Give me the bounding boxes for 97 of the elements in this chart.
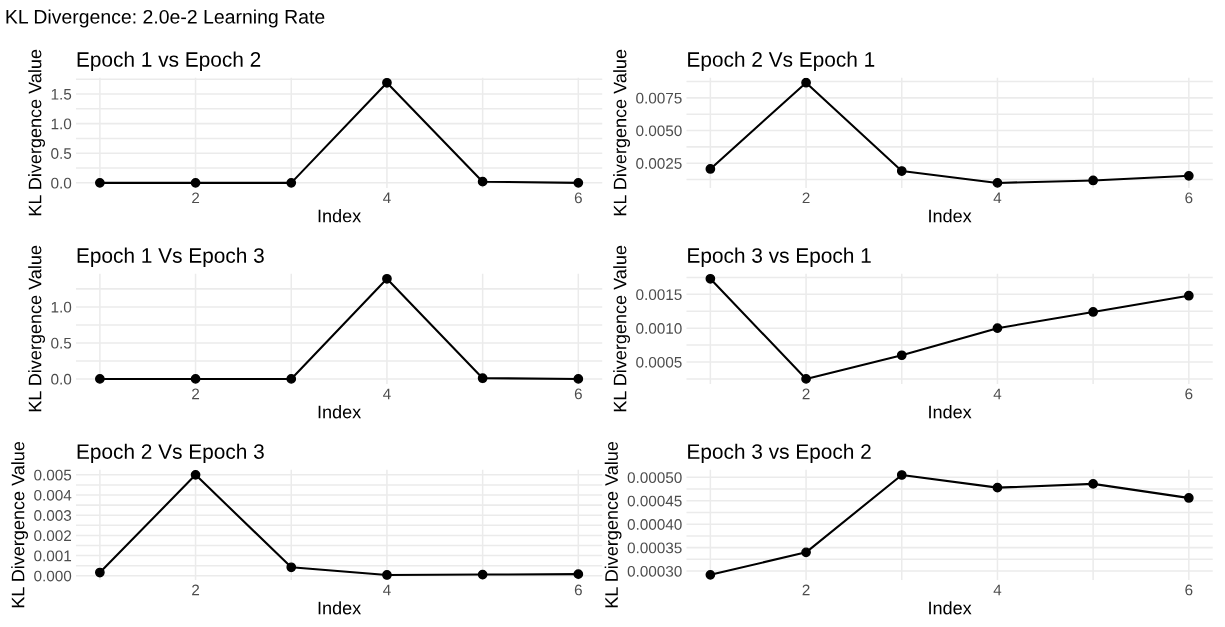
x-axis-title: Index: [929, 405, 972, 419]
text: KL Divergence: 2.0e-2 Learning Rate: [6, 9, 325, 28]
point: [992, 323, 1003, 334]
x-tick-label: 2: [192, 388, 200, 400]
point: [705, 569, 716, 580]
y-tick-label: 0.00040: [627, 519, 682, 530]
chart-title: Epoch 2 Vs Epoch 1: [688, 51, 875, 71]
y-tick-label: 0.005: [34, 469, 72, 481]
y-tick-label: 0.00045: [627, 495, 682, 507]
point: [573, 374, 584, 384]
point: [1088, 175, 1098, 186]
x-tick-label: 6: [574, 584, 582, 596]
y-tick-label: 0.0015: [636, 289, 682, 301]
chart-title: Epoch 2 Vs Epoch 3: [77, 443, 264, 464]
point: [190, 469, 201, 480]
point: [801, 374, 811, 384]
point: [95, 567, 105, 578]
point: [382, 77, 392, 88]
y-tick-label: 0.0: [51, 177, 72, 189]
x-axis-title: Index: [318, 601, 361, 615]
y-tick-label: 0.0050: [636, 125, 682, 137]
point: [95, 177, 105, 188]
x-tick-label: 4: [993, 192, 1002, 204]
y-tick-label: 0.00050: [627, 472, 682, 484]
point: [190, 374, 201, 384]
y-axis-title: KL Divergence Value: [613, 49, 631, 216]
x-tick-label: 4: [383, 584, 391, 596]
y-tick-label: 0.002: [34, 530, 72, 542]
y-tick-label: 0.004: [34, 489, 72, 501]
point: [286, 374, 297, 384]
y-tick-label: 0.003: [34, 510, 72, 521]
x-axis-title: Index: [318, 405, 361, 419]
point: [705, 164, 716, 174]
y-tick-label: 0.0: [51, 373, 72, 385]
y-tick-label: 0.0005: [636, 356, 682, 368]
point: [477, 373, 488, 384]
point: [190, 177, 201, 188]
chart-title: Epoch 1 Vs Epoch 3: [77, 247, 264, 267]
point: [1183, 290, 1194, 301]
x-tick-label: 2: [802, 584, 810, 596]
x-tick-label: 4: [383, 192, 391, 204]
x-tick-label: 6: [1185, 584, 1193, 596]
y-tick-label: 0.5: [51, 337, 72, 349]
y-tick-label: 1.0: [51, 301, 72, 313]
y-axis-title: KL Divergence Value: [28, 245, 45, 412]
point: [1088, 307, 1098, 317]
x-axis-title: Index: [929, 601, 972, 615]
y-tick-label: 0.0075: [636, 92, 682, 104]
point: [1183, 493, 1194, 503]
x-tick-label: 4: [993, 388, 1002, 400]
point: [477, 569, 488, 580]
chart-title: Epoch 3 vs Epoch 1: [688, 247, 871, 267]
x-tick-label: 6: [574, 388, 582, 400]
y-tick-label: 0.00030: [627, 565, 682, 577]
y-tick-label: 0.000: [34, 570, 72, 582]
y-axis-title: KL Divergence Value: [11, 441, 28, 608]
x-axis-title: Index: [929, 209, 972, 223]
point: [992, 482, 1003, 493]
y-axis-title: KL Divergence Value: [28, 49, 45, 216]
point: [801, 77, 811, 88]
point: [573, 177, 584, 188]
point: [705, 273, 716, 284]
x-tick-label: 2: [192, 192, 200, 204]
y-axis-title: KL Divergence Value: [604, 441, 622, 608]
point: [896, 470, 907, 480]
y-tick-label: 0.5: [51, 148, 72, 159]
x-tick-label: 4: [383, 388, 391, 400]
point: [382, 570, 392, 580]
x-tick-label: 6: [1185, 192, 1193, 204]
y-tick-label: 1.5: [51, 89, 72, 100]
x-tick-label: 6: [574, 192, 582, 204]
point: [992, 178, 1003, 188]
y-tick-label: 1.0: [51, 118, 72, 130]
y-axis-title: KL Divergence Value: [613, 245, 631, 412]
point: [1183, 171, 1194, 181]
x-axis-title: Index: [318, 209, 361, 223]
y-tick-label: 0.00035: [627, 542, 682, 554]
x-tick-label: 2: [802, 388, 810, 400]
point: [95, 374, 105, 384]
x-tick-label: 4: [993, 584, 1002, 596]
point: [1088, 479, 1098, 489]
point: [477, 176, 488, 187]
y-tick-label: 0.0010: [636, 323, 682, 334]
point: [801, 547, 811, 558]
x-tick-label: 2: [192, 584, 200, 596]
x-tick-label: 6: [1185, 388, 1193, 400]
point: [382, 273, 392, 284]
chart-title: Epoch 1 vs Epoch 2: [77, 51, 261, 71]
point: [286, 562, 297, 573]
point: [896, 166, 907, 176]
y-tick-label: 0.001: [34, 550, 72, 562]
chart-title: Epoch 3 vs Epoch 2: [688, 443, 871, 464]
point: [286, 177, 297, 188]
x-tick-label: 2: [802, 192, 810, 204]
point: [573, 569, 584, 580]
y-tick-label: 0.0025: [636, 158, 682, 169]
point: [896, 350, 907, 361]
